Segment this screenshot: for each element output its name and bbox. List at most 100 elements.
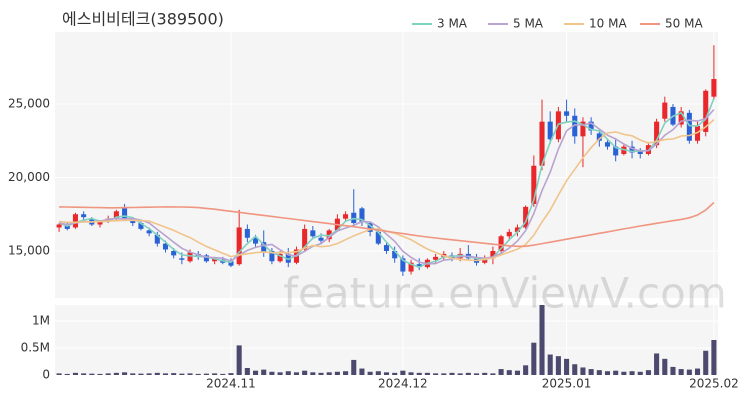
volume-bar [130,373,136,375]
candle-body [588,121,594,131]
volume-bar [293,372,300,375]
volume-bar [195,373,201,375]
volume-bar [64,373,70,375]
candle-body [212,258,218,262]
volume-bar [547,354,553,375]
volume-bar [424,372,430,375]
volume-bar [654,353,660,375]
volume-bar [678,369,684,375]
volume-bar [72,372,79,375]
y-tick-label: 1M [32,314,50,328]
candle-body [703,90,709,132]
candle-body [310,230,316,237]
volume-bar [449,372,455,375]
volume-bar [318,372,324,375]
candle-body [711,79,717,97]
volume-bar [105,373,111,375]
candle-body [433,256,439,260]
candle-body [375,231,381,244]
volume-bar [236,345,242,375]
volume-bar [662,358,668,375]
candle-body [138,223,144,229]
volume-bar [604,371,611,375]
legend-label: 5 MA [513,17,544,31]
volume-bar [400,370,406,375]
volume-bar [629,371,635,375]
candle-body [162,243,169,250]
volume-bar [277,372,283,375]
volume-bar [383,372,390,375]
volume-bar [220,373,226,375]
candle-body [97,221,103,225]
volume-bar [498,369,504,375]
candle-body [72,214,79,228]
volume-bar [244,368,250,375]
volume-bar [138,373,144,375]
legend-label: 3 MA [437,17,468,31]
candle-body [171,250,177,256]
candle-body [416,264,422,268]
volume-bar [564,358,570,375]
x-tick-label: 2024.11 [206,377,256,391]
candle-body [678,111,684,125]
volume-panel [55,305,718,375]
volume-bar [179,373,185,375]
volume-bar [351,359,357,375]
volume-bar [539,305,545,375]
candle-body [580,121,586,137]
chart-title: 에스비비테크(389500) [62,10,224,29]
volume-bar [228,373,234,375]
volume-bar [416,372,422,375]
ma-line [58,109,715,265]
volume-bar [56,373,62,375]
candle-body [490,250,496,259]
volume-bar [555,356,561,375]
candle-body [694,126,701,141]
volume-bar [490,373,496,375]
candle-body [318,237,324,241]
candle-body [408,262,414,272]
legend-label: 10 MA [589,17,627,31]
volume-bar [433,373,439,375]
candle-body [228,261,234,266]
volume-bar [146,373,152,375]
volume-bar [326,372,332,375]
y-tick-label: 0.5M [21,341,50,355]
candle-body [277,253,283,262]
candle-body [596,133,602,141]
candle-body [604,142,611,147]
volume-bar [482,372,488,375]
x-tick-label: 2024.12 [378,377,428,391]
candle-body [236,227,242,265]
volume-bar [113,372,119,375]
volume-bar [531,342,537,375]
candle-body [359,208,365,222]
volume-bar [473,373,480,375]
candle-body [122,208,128,219]
candle-body [400,258,406,272]
candle-body [392,250,398,259]
volume-bar [694,368,701,375]
candle-body [654,121,660,146]
candle-body [498,236,504,251]
volume-bar [252,370,259,375]
candle-body [523,206,529,228]
candle-body [506,231,512,237]
volume-bar [408,372,414,375]
candle-body [613,146,619,156]
candle-body [686,112,692,141]
candle-body [302,228,308,250]
volume-bar [334,371,340,375]
candle-body [244,228,250,238]
y-tick-label: 25,000 [8,97,50,111]
volume-bar [171,373,177,375]
candle-body [547,121,553,140]
legend-label: 50 MA [665,17,703,31]
candle-body [130,220,136,224]
volume-bar [441,373,447,375]
volume-bar [596,370,602,375]
candle-body [539,121,545,166]
candle-body [187,252,193,262]
